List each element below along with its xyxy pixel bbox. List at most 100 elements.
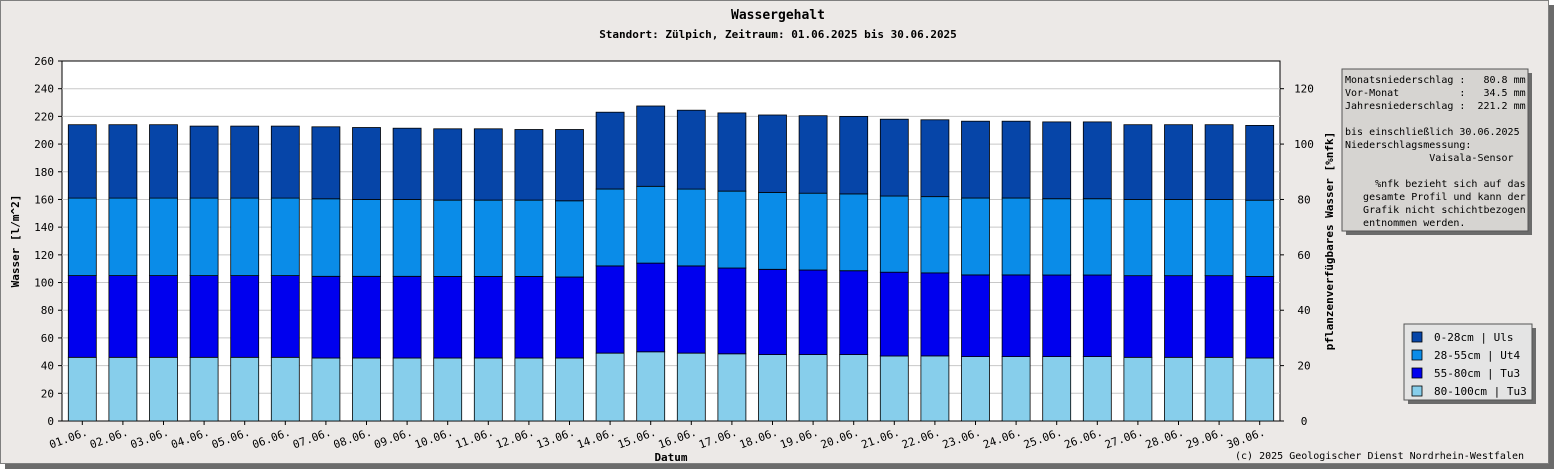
y-axis-right: 0 20 40 60 80 100 120 <box>1280 83 1314 428</box>
bar-segment <box>798 269 828 356</box>
info-line: Vaisala-Sensor <box>1345 153 1514 164</box>
y-tick-label: 40 <box>41 360 54 373</box>
bar-segment <box>433 275 463 359</box>
bar-segment <box>311 126 341 200</box>
bar-segment <box>514 129 544 201</box>
bar-segment <box>1164 275 1193 358</box>
bar-segment <box>595 188 625 267</box>
x-tick-label: 16.06. <box>657 426 699 452</box>
bar-segment <box>1082 356 1112 422</box>
bar-segment <box>798 192 828 271</box>
x-tick-label: 21.06. <box>860 426 902 452</box>
bar-segment <box>920 272 950 357</box>
bar-segment <box>676 109 706 190</box>
x-tick-label: 15.06. <box>616 426 658 452</box>
bar-segment <box>352 275 381 359</box>
bar-segment <box>636 105 666 187</box>
bar-segment <box>676 352 706 422</box>
bar-segment <box>676 188 706 267</box>
bar-segment <box>189 125 219 199</box>
x-tick-label: 25.06. <box>1022 426 1064 452</box>
x-tick-label: 17.06. <box>697 426 739 452</box>
bar-segment <box>717 353 747 422</box>
bar-segment <box>758 114 787 193</box>
bar-segment <box>108 356 138 422</box>
bar-segment <box>149 124 178 199</box>
x-tick-label: 22.06. <box>900 426 942 452</box>
legend: 0-28cm | Uls 28-55cm | Ut4 55-80cm | Tu3 80… <box>1403 323 1536 404</box>
y-tick-label: 260 <box>34 55 54 68</box>
x-tick-label: 13.06. <box>535 426 577 452</box>
y-axis-label: Wasser [l/m^2] <box>9 195 22 288</box>
bar-segment <box>1245 275 1275 359</box>
bar-segment <box>839 270 869 355</box>
bar-segment <box>433 199 463 277</box>
y-tick-label: 180 <box>34 166 54 179</box>
bar-segment <box>636 351 666 422</box>
bar-segment <box>1204 275 1234 358</box>
x-tick-label: 12.06. <box>494 426 536 452</box>
legend-swatch <box>1411 367 1423 379</box>
bar-segment <box>67 197 97 277</box>
y-tick-label: 80 <box>41 304 54 317</box>
x-tick-label: 20.06. <box>819 426 861 452</box>
y-tick-label: 220 <box>34 110 54 123</box>
bar-segment <box>1123 356 1153 422</box>
x-axis: 01.06.02.06.03.06.04.06.05.06.06.06.07.0… <box>48 421 1267 451</box>
bar-segment <box>270 197 300 277</box>
x-tick-label: 01.06. <box>48 426 90 452</box>
x-tick-label: 03.06. <box>129 426 171 452</box>
bar-segment <box>555 357 584 422</box>
bar-segment <box>717 267 747 355</box>
info-line: Niederschlagsmessung: <box>1345 140 1471 151</box>
y2-tick-label: 120 <box>1294 83 1314 96</box>
y-axis-left: 0 20 40 60 80 100 120 140 160 180 200 220 240 260 <box>34 55 62 428</box>
y2-tick-label: 80 <box>1297 193 1310 206</box>
bar-segment <box>961 120 990 199</box>
bar-segment <box>311 275 341 359</box>
bar-segment <box>1204 124 1234 200</box>
legend-swatch <box>1411 385 1423 397</box>
y2-tick-label: 0 <box>1301 415 1308 428</box>
bar-segment <box>189 356 219 422</box>
bar-segment <box>1164 356 1193 422</box>
y-tick-label: 20 <box>41 387 54 400</box>
bar-segment <box>555 200 584 278</box>
bar-segment <box>1123 275 1153 358</box>
y-tick-label: 120 <box>34 249 54 262</box>
bar-segment <box>717 190 747 269</box>
bar-segment <box>473 357 503 422</box>
legend-label: 55-80cm | Tu3 <box>1434 367 1520 380</box>
chart-svg: Wassergehalt Standort: Zülpich, Zeitraum… <box>9 8 1536 464</box>
bar-segment <box>839 116 869 195</box>
y-tick-label: 0 <box>47 415 54 428</box>
legend-label: 28-55cm | Ut4 <box>1434 349 1520 362</box>
bar-segment <box>189 275 219 358</box>
bar-segment <box>636 262 666 353</box>
info-line: Monatsniederschlag : 80.8 mm <box>1345 75 1526 86</box>
bar-segment <box>108 197 138 277</box>
x-axis-label: Datum <box>654 451 687 463</box>
bar-segment <box>514 275 544 359</box>
x-tick-label: 30.06. <box>1225 426 1267 452</box>
bar-segment <box>230 356 260 422</box>
x-tick-label: 29.06. <box>1184 426 1226 452</box>
bar-segment <box>1001 356 1031 422</box>
y2-tick-label: 20 <box>1297 360 1310 373</box>
bar-segment <box>961 197 990 276</box>
x-tick-label: 06.06. <box>251 426 293 452</box>
y2-tick-label: 60 <box>1297 249 1310 262</box>
bars-group <box>67 105 1275 422</box>
bar-segment <box>108 124 138 199</box>
bar-segment <box>879 118 909 197</box>
bar-segment <box>961 356 990 422</box>
bar-segment <box>392 199 422 277</box>
bar-segment <box>595 352 625 422</box>
bar-segment <box>311 357 341 422</box>
plot-area <box>61 60 1281 422</box>
bar-segment <box>555 129 584 202</box>
bar-segment <box>1204 199 1234 277</box>
bar-segment <box>1245 199 1275 277</box>
bar-segment <box>149 275 178 358</box>
x-tick-label: 09.06. <box>372 426 414 452</box>
